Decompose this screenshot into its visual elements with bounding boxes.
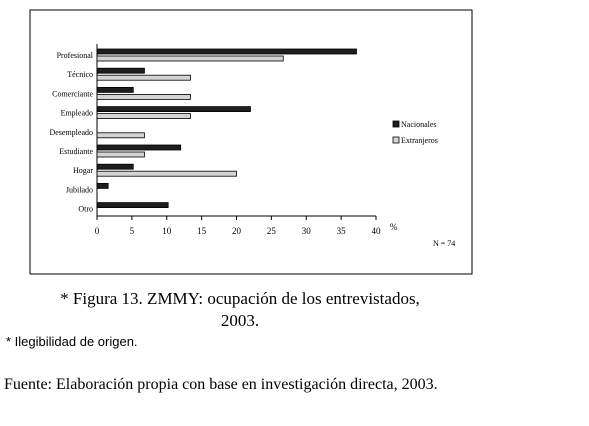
y-tick-label: Estudiante: [59, 147, 93, 156]
legend-swatch: [392, 120, 400, 128]
caption-line: * Figura 13. ZMMY: ocupación de los entr…: [60, 289, 420, 308]
y-tick-label: Hogar: [73, 166, 93, 175]
y-tick-label: Desempleado: [49, 128, 93, 137]
bar: [96, 87, 134, 93]
source: Fuente: Elaboración propia con base en i…: [4, 376, 438, 393]
bar: [96, 132, 145, 139]
chart-frame: [29, 9, 473, 275]
x-tick-label: 35: [337, 226, 347, 236]
bar: [96, 163, 134, 170]
y-tick-label: Jubilado: [66, 185, 93, 194]
annotation: N = 74: [433, 239, 455, 248]
bar: [96, 106, 251, 112]
note: * Ilegibilidad de origen.: [6, 334, 138, 349]
bar: [96, 182, 109, 189]
x-tick-label: 20: [232, 226, 242, 236]
y-tick-label: Técnico: [67, 70, 93, 79]
x-axis-label: %: [390, 222, 398, 232]
y-tick-label: Profesional: [57, 51, 94, 60]
bar: [96, 55, 284, 62]
y-tick-label: Otro: [78, 205, 93, 214]
x-tick-label: 30: [302, 226, 312, 236]
caption-line: 2003.: [221, 311, 259, 330]
x-tick-label: 40: [372, 226, 382, 236]
bar: [96, 48, 357, 55]
bar: [96, 170, 237, 177]
bar: [96, 67, 145, 74]
bar: [96, 144, 182, 151]
legend-label: Extranjeros: [401, 136, 438, 145]
bar: [96, 151, 145, 158]
bar: [96, 74, 191, 81]
legend-label: Nacionales: [401, 120, 437, 129]
x-tick-label: 5: [130, 226, 135, 236]
y-tick-label: Comerciante: [52, 89, 93, 98]
y-tick-label: Empleado: [61, 109, 93, 118]
x-tick-label: 15: [197, 226, 207, 236]
legend-swatch: [392, 136, 400, 144]
x-tick-label: 10: [162, 226, 172, 236]
bar: [96, 94, 191, 100]
x-tick-label: 0: [95, 226, 100, 236]
x-tick-label: 25: [267, 226, 277, 236]
bar: [96, 202, 169, 209]
bar: [96, 113, 191, 119]
